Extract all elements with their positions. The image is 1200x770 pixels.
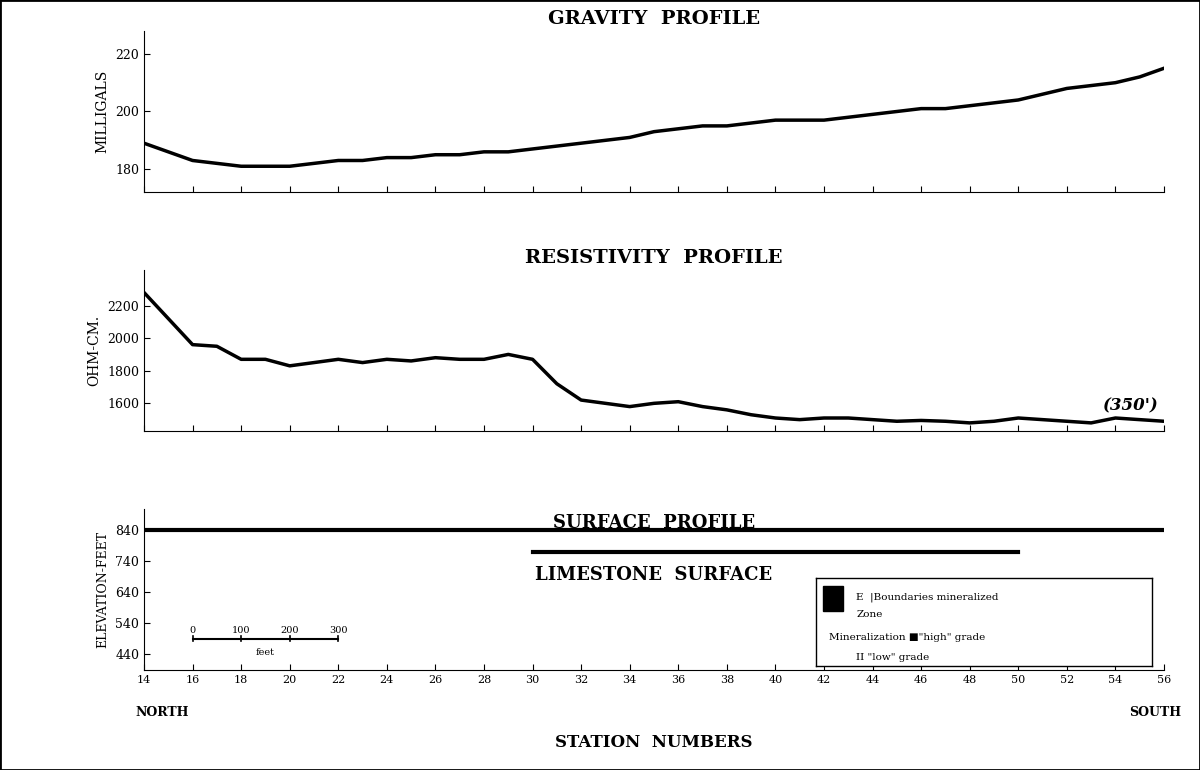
Text: LIMESTONE  SURFACE: LIMESTONE SURFACE	[535, 565, 773, 584]
Text: E  |Boundaries mineralized: E |Boundaries mineralized	[857, 592, 998, 601]
Text: II "low" grade: II "low" grade	[857, 653, 930, 661]
Bar	[823, 587, 842, 611]
Title: GRAVITY  PROFILE: GRAVITY PROFILE	[548, 10, 760, 28]
Y-axis label: ELEVATION-FEET: ELEVATION-FEET	[96, 531, 109, 648]
Text: 100: 100	[232, 626, 251, 635]
Text: 300: 300	[329, 626, 348, 635]
Text: NORTH: NORTH	[136, 706, 188, 719]
Text: 200: 200	[281, 626, 299, 635]
Text: STATION  NUMBERS: STATION NUMBERS	[556, 734, 752, 751]
Title: RESISTIVITY  PROFILE: RESISTIVITY PROFILE	[526, 249, 782, 266]
Y-axis label: OHM-CM.: OHM-CM.	[88, 315, 102, 386]
Text: Zone: Zone	[857, 610, 883, 619]
Y-axis label: MILLIGALS: MILLIGALS	[96, 70, 109, 153]
Text: (350'): (350')	[1103, 398, 1159, 415]
Text: SOUTH: SOUTH	[1129, 706, 1182, 719]
Text: SURFACE  PROFILE: SURFACE PROFILE	[553, 514, 755, 532]
Text: Mineralization ■"high" grade: Mineralization ■"high" grade	[829, 633, 985, 642]
Text: 0: 0	[190, 626, 196, 635]
Text: feet: feet	[256, 648, 275, 657]
